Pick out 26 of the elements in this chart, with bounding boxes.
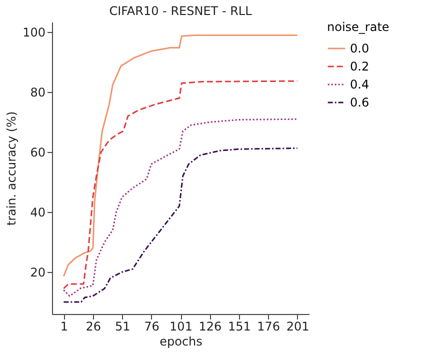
- x-tick-label: 1: [60, 320, 68, 334]
- y-tick-label: 60: [30, 146, 46, 160]
- x-tick-label: 101: [170, 320, 192, 334]
- x-tick-label: 151: [228, 320, 251, 334]
- line-series: [62, 118, 298, 297]
- y-tick-label: 20: [30, 266, 46, 280]
- legend-title: noise_rate: [327, 20, 390, 34]
- x-tick-label: 51: [114, 320, 130, 334]
- legend-label: 0.0: [350, 42, 370, 56]
- chart-title: CIFAR10 - RESNET - RLL: [109, 4, 252, 18]
- x-tick-label: 76: [144, 320, 160, 334]
- x-tick-label: 126: [198, 320, 222, 334]
- legend-label: 0.6: [350, 96, 370, 110]
- legend-label: 0.4: [350, 78, 370, 92]
- x-tick-label: 26: [86, 320, 102, 334]
- x-tick-label: 201: [286, 320, 310, 334]
- legend-label: 0.2: [350, 60, 370, 74]
- y-tick-label: 80: [30, 86, 46, 100]
- y-tick-label: 40: [30, 206, 46, 220]
- y-tick-label: 100: [22, 26, 46, 40]
- x-axis-title: epochs: [160, 334, 202, 348]
- x-tick-label: 176: [257, 320, 280, 334]
- y-axis-title: train. accuracy (%): [4, 111, 19, 226]
- line-series: [62, 147, 298, 303]
- line-series: [62, 80, 298, 290]
- line-series: [62, 34, 298, 277]
